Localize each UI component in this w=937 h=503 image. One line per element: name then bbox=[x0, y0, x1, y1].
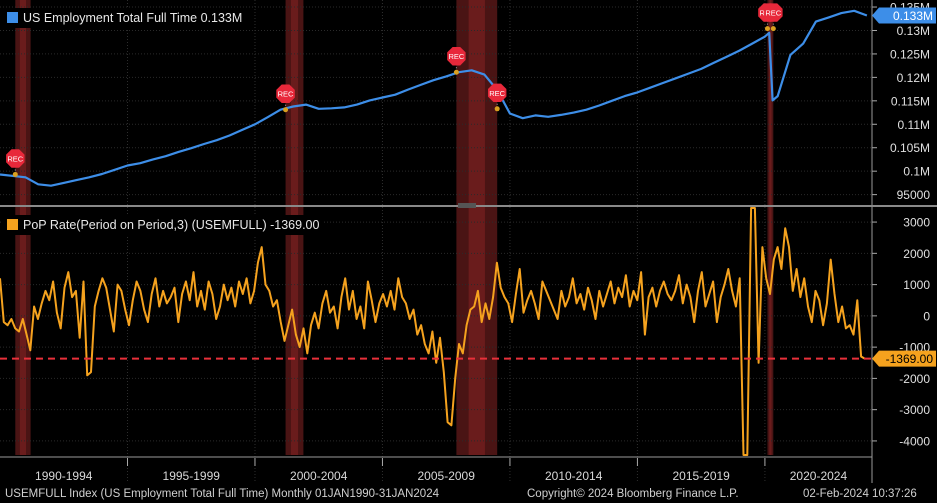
y-tick-label: 95000 bbox=[897, 188, 931, 202]
rec-marker bbox=[764, 3, 783, 22]
legend-bottom-label: PoP Rate(Period on Period,3) (USEMFULL) … bbox=[23, 218, 320, 232]
x-tick-label: 2015-2019 bbox=[672, 469, 730, 483]
rec-marker bbox=[6, 149, 25, 168]
footer-series-info: USEMFULL Index (US Employment Total Full… bbox=[5, 488, 439, 500]
current-value-tag-top-bg bbox=[872, 7, 936, 24]
grid-lines bbox=[0, 0, 872, 483]
x-tick-label: 1990-1994 bbox=[35, 469, 93, 483]
legend-swatch-pop-rate bbox=[7, 219, 18, 230]
rec-marker bbox=[447, 47, 466, 66]
x-tick-label: 2020-2024 bbox=[790, 469, 848, 483]
legend-swatch-employment bbox=[7, 12, 18, 23]
rec-marker bbox=[488, 83, 507, 102]
y-tick-label: 0.13M bbox=[897, 24, 930, 38]
legend-bottom: PoP Rate(Period on Period,3) (USEMFULL) … bbox=[3, 215, 324, 235]
rec-marker-label: REC bbox=[765, 9, 781, 18]
recession-markers: RECRECRECRECRECREC bbox=[6, 3, 783, 177]
current-value-tag-bottom: -1369.00 bbox=[886, 352, 934, 366]
y-tick-label: 2000 bbox=[903, 247, 930, 261]
x-tick-label: 2000-2004 bbox=[290, 469, 348, 483]
recession-band-core bbox=[468, 0, 485, 455]
y-tick-label: 0.115M bbox=[891, 94, 930, 108]
y-tick-label: 0.12M bbox=[897, 71, 930, 85]
rec-marker-label: REC bbox=[278, 90, 294, 99]
rec-marker bbox=[276, 84, 295, 103]
rec-marker-point bbox=[770, 26, 776, 32]
footer-copyright: Copyright© 2024 Bloomberg Finance L.P. bbox=[527, 488, 739, 500]
y-tick-label: -3000 bbox=[899, 403, 930, 417]
footer-timestamp: 02-Feb-2024 10:37:26 bbox=[803, 488, 917, 500]
panel-resize-handle bbox=[458, 203, 476, 208]
x-tick-label: 2010-2014 bbox=[545, 469, 603, 483]
current-value-tag-top: 0.133M bbox=[893, 9, 933, 23]
y-tick-label: 0 bbox=[923, 309, 930, 323]
rec-marker-point bbox=[453, 69, 459, 75]
current-value-tag-bottom-bg bbox=[872, 350, 936, 367]
rec-marker-label: REC bbox=[448, 52, 464, 61]
y-tick-label: 0.105M bbox=[890, 141, 930, 155]
rec-marker-point bbox=[494, 106, 500, 112]
legend-top: US Employment Total Full Time 0.133M bbox=[3, 8, 247, 28]
rec-marker-point bbox=[283, 107, 289, 113]
rec-marker-label: REC bbox=[7, 154, 23, 163]
y-tick-label: 0.1M bbox=[903, 165, 930, 179]
rec-marker-point bbox=[764, 26, 770, 32]
rec-marker-label: REC bbox=[489, 89, 505, 98]
pop-rate-series-line bbox=[0, 207, 866, 456]
y-tick-label: 1000 bbox=[903, 278, 930, 292]
y-tick-label: 3000 bbox=[903, 216, 930, 230]
y-tick-label: 0.11M bbox=[898, 118, 930, 132]
x-tick-label: 1995-1999 bbox=[163, 469, 221, 483]
axes bbox=[0, 0, 937, 483]
legend-top-label: US Employment Total Full Time 0.133M bbox=[23, 11, 243, 25]
rec-marker-point bbox=[12, 171, 18, 177]
employment-series-line bbox=[0, 9, 868, 187]
axis-labels: 1990-1994 1995-1999 2000-2004 2005-2009 2010… bbox=[35, 1, 936, 483]
y-tick-label: -2000 bbox=[899, 372, 930, 386]
series-lines bbox=[0, 9, 872, 456]
x-tick-label: 2005-2009 bbox=[418, 469, 476, 483]
recession-band-core bbox=[769, 0, 772, 455]
y-tick-label: 0.125M bbox=[890, 47, 930, 61]
y-tick-label: -4000 bbox=[899, 434, 930, 448]
